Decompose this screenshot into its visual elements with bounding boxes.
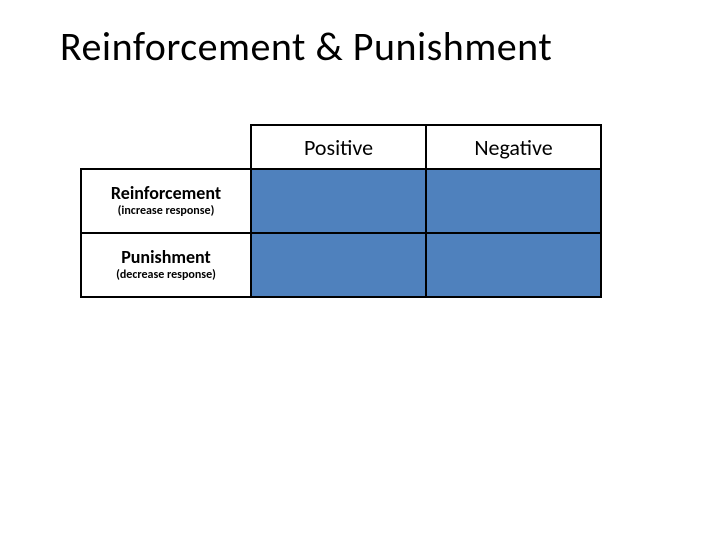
cell-punishment-negative [426,233,601,297]
row-header-reinforcement: Reinforcement (increase response) [81,169,251,233]
row-title: Reinforcement [82,184,250,204]
col-header-positive: Positive [251,125,426,169]
row-header-punishment: Punishment (decrease response) [81,233,251,297]
row-title: Punishment [82,248,250,268]
slide: Reinforcement & Punishment Positive Nega… [0,0,720,540]
table-header-row: Positive Negative [81,125,601,169]
row-subtitle: (decrease response) [82,269,250,282]
cell-reinforcement-positive [251,169,426,233]
table-row: Reinforcement (increase response) [81,169,601,233]
corner-cell [81,125,251,169]
table-row: Punishment (decrease response) [81,233,601,297]
slide-title: Reinforcement & Punishment [60,22,552,71]
row-subtitle: (increase response) [82,205,250,218]
cell-reinforcement-negative [426,169,601,233]
col-header-negative: Negative [426,125,601,169]
cell-punishment-positive [251,233,426,297]
reinforcement-table: Positive Negative Reinforcement (increas… [80,124,602,298]
